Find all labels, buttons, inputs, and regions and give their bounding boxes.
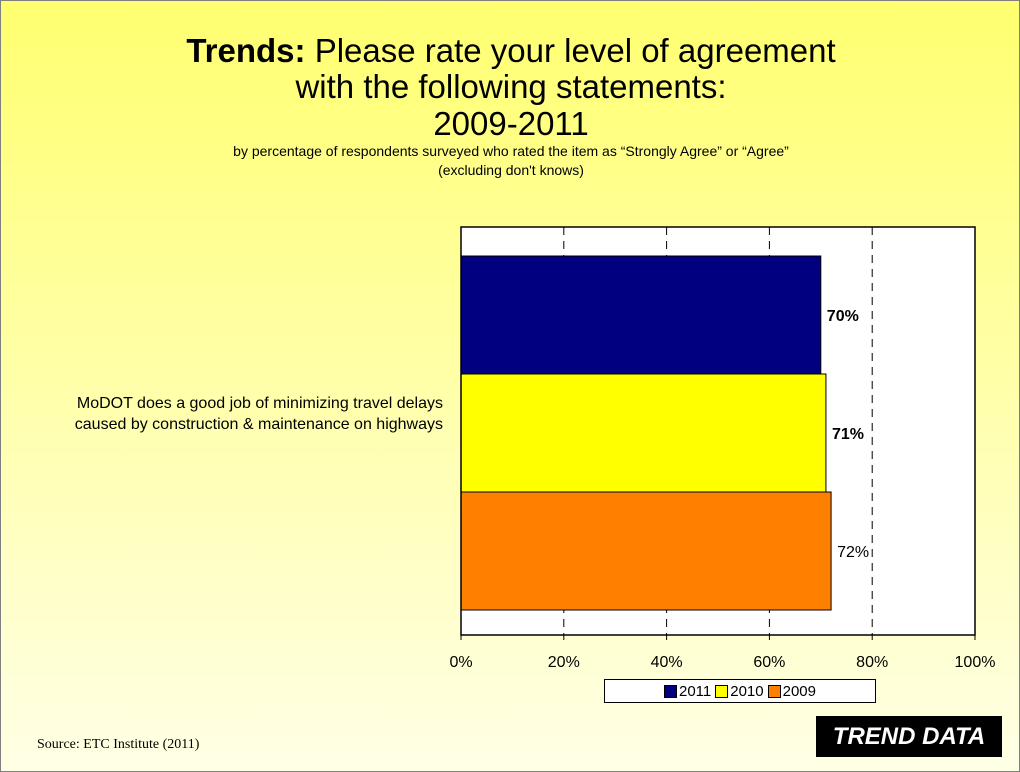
legend-swatch-2011: [663, 684, 677, 698]
legend: 2011 2010 2009: [604, 679, 876, 703]
category-label: MoDOT does a good job of minimizing trav…: [74, 395, 443, 433]
chart-title-line-3: 2009-2011: [433, 105, 589, 142]
legend-item-2011: 2011: [663, 682, 712, 700]
legend-label-2009: 2009: [782, 682, 816, 700]
data-label-2011: 70%: [827, 308, 859, 325]
title-block: Trends: Please rate your level of agreem…: [1, 32, 1019, 180]
x-tick-label-80: 80%: [856, 654, 888, 671]
legend-label-2010: 2010: [730, 682, 764, 700]
legend-swatch-2009: [767, 684, 781, 698]
x-tick-label-60: 60%: [753, 654, 785, 671]
title-line-1-text: Please rate your level of agreement: [305, 32, 836, 69]
legend-swatch-2010: [715, 684, 729, 698]
x-tick-label-100: 100%: [955, 654, 996, 671]
legend-item-2009: 2009: [767, 682, 816, 700]
source-note: Source: ETC Institute (2011): [37, 737, 200, 752]
bar-2009: [460, 491, 832, 611]
x-tick-label-0: 0%: [449, 654, 472, 671]
chart-title-line-2: with the following statements:: [295, 68, 727, 105]
title-bold-prefix: Trends:: [186, 32, 306, 69]
legend-item-2010: 2010: [715, 682, 764, 700]
legend-label-2011: 2011: [678, 682, 712, 700]
chart-subtitle-line-2: (excluding don't knows): [438, 162, 584, 178]
x-tick-label-40: 40%: [651, 654, 683, 671]
plot-border: [460, 226, 976, 636]
chart-title-line-1: Trends: Please rate your level of agreem…: [1, 32, 1019, 69]
bar-2010: [460, 373, 827, 493]
bar-2011: [460, 255, 822, 375]
data-label-2010: 71%: [832, 426, 864, 443]
x-tick-label-20: 20%: [548, 654, 580, 671]
trend-data-badge: TREND DATA: [816, 716, 1002, 757]
data-label-2009: 72%: [837, 544, 869, 561]
chart-subtitle-line-1: by percentage of respondents surveyed wh…: [233, 143, 789, 159]
